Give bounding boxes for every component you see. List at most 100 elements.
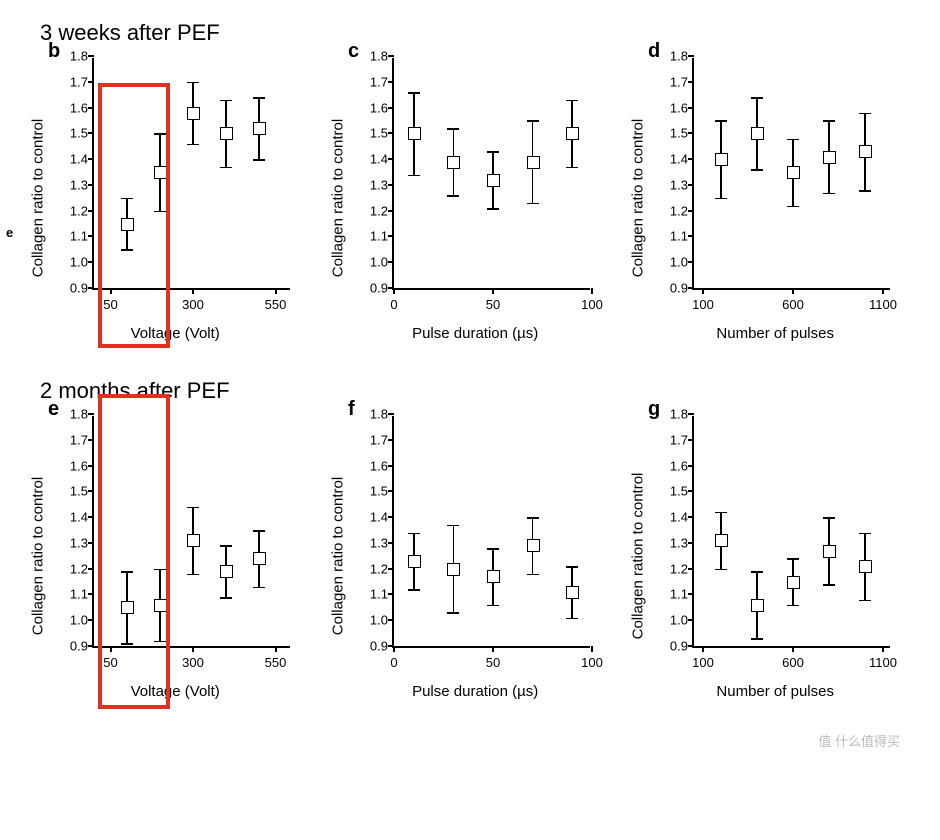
- y-tick-label: 1.1: [58, 229, 88, 244]
- y-tick-label: 0.9: [658, 639, 688, 654]
- x-tick-label: 100: [692, 297, 714, 312]
- x-tick-label: 0: [390, 297, 397, 312]
- error-cap-bottom: [751, 638, 763, 640]
- error-cap-bottom: [715, 569, 727, 571]
- x-axis-label: Pulse duration (µs): [412, 683, 538, 700]
- marker-square: [220, 565, 233, 578]
- y-tick-label: 1.0: [358, 613, 388, 628]
- y-tick-label: 1.0: [358, 255, 388, 270]
- y-tick-mark: [388, 542, 394, 544]
- marker-square: [408, 555, 421, 568]
- error-cap-bottom: [566, 167, 578, 169]
- y-tick-label: 1.4: [58, 510, 88, 525]
- x-tick-mark: [792, 646, 794, 652]
- x-axis-label: Pulse duration (µs): [412, 325, 538, 342]
- y-tick-mark: [688, 235, 694, 237]
- marker-square: [121, 218, 134, 231]
- y-tick-label: 1.8: [658, 407, 688, 422]
- y-tick-label: 1.6: [358, 458, 388, 473]
- y-tick-mark: [688, 413, 694, 415]
- y-tick-label: 1.7: [58, 432, 88, 447]
- x-tick-label: 1100: [869, 655, 897, 670]
- x-tick-mark: [591, 646, 593, 652]
- x-tick-label: 550: [265, 297, 287, 312]
- x-tick-mark: [882, 646, 884, 652]
- marker-square: [787, 166, 800, 179]
- plot-wrap: 0.91.01.11.21.31.41.51.61.71.8050100Coll…: [340, 406, 600, 706]
- y-tick-mark: [688, 465, 694, 467]
- y-tick-mark: [388, 210, 394, 212]
- y-tick-label: 1.0: [658, 255, 688, 270]
- y-tick-label: 1.1: [58, 587, 88, 602]
- plot-area: 0.91.01.11.21.31.41.51.61.71.8050100: [392, 416, 590, 648]
- y-tick-label: 1.2: [658, 561, 688, 576]
- y-tick-label: 1.5: [58, 126, 88, 141]
- y-axis-label: Collagen ratio to control: [30, 477, 47, 635]
- y-tick-label: 1.7: [658, 74, 688, 89]
- y-tick-label: 1.3: [58, 535, 88, 550]
- marker-square: [527, 156, 540, 169]
- y-tick-mark: [688, 568, 694, 570]
- marker-square: [408, 127, 421, 140]
- y-tick-label: 1.4: [658, 510, 688, 525]
- marker-square: [823, 545, 836, 558]
- y-tick-mark: [688, 645, 694, 647]
- y-tick-label: 1.8: [358, 407, 388, 422]
- marker-square: [253, 122, 266, 135]
- x-tick-mark: [192, 646, 194, 652]
- panel-g: g0.91.01.11.21.31.41.51.61.71.8100600110…: [640, 406, 920, 706]
- y-tick-label: 0.9: [58, 281, 88, 296]
- y-tick-label: 1.8: [658, 49, 688, 64]
- y-tick-mark: [88, 593, 94, 595]
- y-tick-label: 1.4: [658, 152, 688, 167]
- plot-area: 0.91.01.11.21.31.41.51.61.71.8050100: [392, 58, 590, 290]
- y-tick-mark: [88, 261, 94, 263]
- y-tick-label: 1.6: [58, 458, 88, 473]
- y-axis-label: Collagen ratio to control: [30, 119, 47, 277]
- x-tick-label: 600: [782, 655, 804, 670]
- marker-square: [859, 145, 872, 158]
- y-tick-mark: [388, 107, 394, 109]
- error-cap-bottom: [751, 169, 763, 171]
- x-tick-mark: [275, 646, 277, 652]
- y-tick-mark: [88, 132, 94, 134]
- y-tick-label: 1.8: [58, 407, 88, 422]
- y-tick-mark: [88, 465, 94, 467]
- marker-square: [253, 552, 266, 565]
- marker-square: [527, 539, 540, 552]
- error-cap-bottom: [787, 206, 799, 208]
- y-tick-label: 1.5: [658, 126, 688, 141]
- y-tick-mark: [388, 439, 394, 441]
- marker-square: [447, 156, 460, 169]
- x-tick-mark: [792, 288, 794, 294]
- error-cap-bottom: [487, 208, 499, 210]
- y-tick-label: 1.7: [358, 74, 388, 89]
- y-tick-mark: [88, 439, 94, 441]
- error-cap-bottom: [527, 574, 539, 576]
- y-tick-label: 1.5: [58, 484, 88, 499]
- y-tick-label: 0.9: [358, 639, 388, 654]
- marker-square: [220, 127, 233, 140]
- x-tick-label: 100: [581, 655, 603, 670]
- y-tick-mark: [688, 107, 694, 109]
- y-tick-mark: [388, 465, 394, 467]
- x-tick-mark: [882, 288, 884, 294]
- y-tick-mark: [88, 55, 94, 57]
- marker-square: [487, 570, 500, 583]
- x-tick-mark: [702, 288, 704, 294]
- y-tick-mark: [388, 235, 394, 237]
- error-cap-bottom: [823, 584, 835, 586]
- y-tick-mark: [88, 490, 94, 492]
- y-tick-label: 0.9: [658, 281, 688, 296]
- x-tick-mark: [110, 646, 112, 652]
- error-cap-bottom: [859, 600, 871, 602]
- y-tick-mark: [388, 81, 394, 83]
- marker-square: [859, 560, 872, 573]
- marker-square: [154, 166, 167, 179]
- y-tick-label: 1.3: [358, 535, 388, 550]
- y-tick-mark: [388, 132, 394, 134]
- y-tick-mark: [88, 184, 94, 186]
- x-tick-label: 50: [486, 297, 500, 312]
- y-tick-label: 1.7: [658, 432, 688, 447]
- y-tick-label: 0.9: [58, 639, 88, 654]
